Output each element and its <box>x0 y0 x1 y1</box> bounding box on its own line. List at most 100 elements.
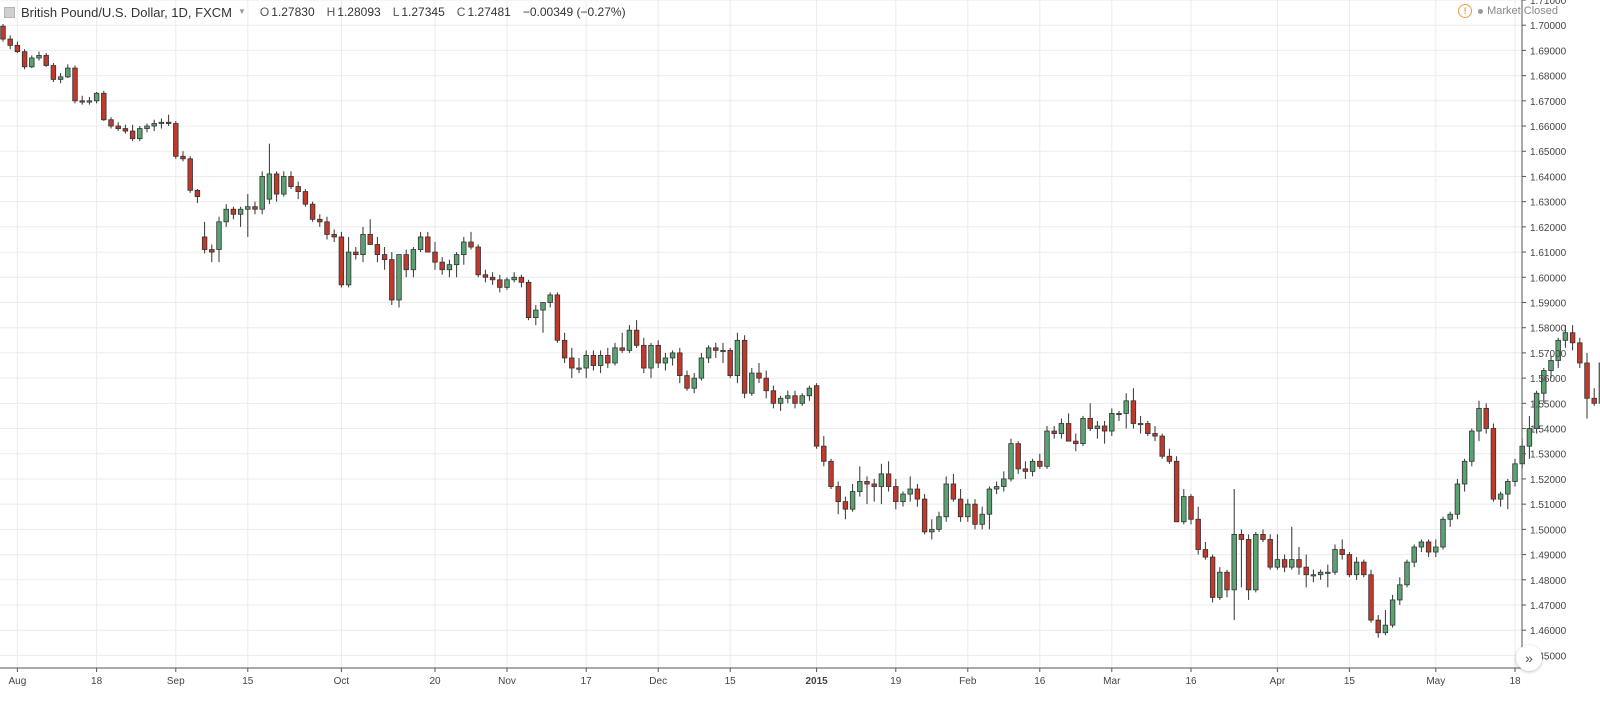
candle-body <box>1541 370 1547 394</box>
candle-body <box>1173 460 1180 523</box>
candle <box>734 332 741 384</box>
candle-body <box>554 294 561 341</box>
candle-body <box>979 513 985 525</box>
candle <box>216 216 222 263</box>
candle <box>1022 461 1029 479</box>
low-value: L 1.27345 <box>392 5 445 19</box>
candle <box>914 483 921 507</box>
series-type-icon[interactable] <box>4 6 15 18</box>
candle <box>1008 438 1014 482</box>
candle <box>1346 552 1353 578</box>
candle <box>950 473 957 502</box>
candle-body <box>720 349 726 352</box>
candle <box>993 481 1000 495</box>
candle-body <box>792 395 798 404</box>
candle <box>878 463 885 505</box>
candle-body <box>432 251 438 263</box>
warning-circle-icon[interactable]: ! <box>1458 4 1473 18</box>
chevron-down-icon[interactable]: ▼ <box>237 6 246 16</box>
candle-body <box>266 173 273 200</box>
candle <box>403 249 409 278</box>
candle-body <box>1569 332 1576 344</box>
candle-body <box>1159 435 1165 457</box>
candle-body <box>1130 400 1137 424</box>
y-tick-label: 1.53000 <box>1530 450 1567 461</box>
candle-body <box>1195 518 1201 550</box>
y-tick-label: 1.47000 <box>1530 601 1567 612</box>
y-tick-label: 1.51000 <box>1530 500 1567 511</box>
candle-body <box>468 241 474 248</box>
candle-body <box>965 503 971 518</box>
symbol-title[interactable]: British Pound/U.S. Dollar, 1D, FXCM <box>21 4 232 20</box>
candle-body <box>360 234 366 255</box>
candle-body <box>101 92 107 121</box>
candle-body <box>1080 418 1086 445</box>
candle <box>691 373 697 394</box>
candle-body <box>201 236 208 250</box>
candle-body <box>626 329 633 351</box>
candle <box>122 124 129 134</box>
candle <box>864 476 870 505</box>
candle-body <box>662 357 669 364</box>
candle-body <box>396 254 402 301</box>
candle <box>230 206 237 220</box>
candle-body <box>1224 571 1230 591</box>
candle <box>468 231 474 250</box>
candle <box>821 436 827 467</box>
candle-body <box>533 309 539 319</box>
candle <box>1591 388 1597 406</box>
candle <box>504 277 510 290</box>
candle <box>612 342 618 366</box>
candle-body <box>475 246 481 276</box>
candle-body <box>381 254 388 261</box>
candle-body <box>295 186 301 192</box>
status-dot-icon <box>1478 8 1484 14</box>
candle-body <box>50 65 57 80</box>
x-tick-label: Dec <box>649 676 667 687</box>
candle-body <box>1245 539 1252 591</box>
candle-body <box>129 130 136 140</box>
candle <box>590 350 597 371</box>
candle <box>597 350 604 374</box>
scroll-to-realtime-button[interactable]: » <box>1516 645 1542 671</box>
candle <box>684 370 690 391</box>
candle-body <box>871 483 877 487</box>
candle <box>57 73 64 84</box>
candle <box>1361 559 1367 578</box>
candle <box>576 357 582 374</box>
candle <box>345 236 352 288</box>
candle-body <box>605 355 611 364</box>
candle <box>381 247 388 270</box>
x-tick-label: 17 <box>581 676 593 687</box>
candle-body <box>785 395 791 399</box>
candle <box>1397 577 1403 605</box>
candle <box>1253 531 1259 593</box>
candle <box>1490 423 1497 502</box>
candle-body <box>1001 478 1007 487</box>
candle-body <box>864 481 870 485</box>
candle-body <box>1555 339 1561 361</box>
candle <box>1116 410 1122 421</box>
candle-body <box>777 397 784 404</box>
change-value: −0.00349 (−0.27%) <box>522 5 626 19</box>
candle <box>1303 554 1309 588</box>
candle-body <box>1065 423 1072 442</box>
candle-body <box>525 281 532 319</box>
candle-body <box>1217 571 1223 598</box>
candle <box>14 41 21 53</box>
candle <box>201 221 208 254</box>
candle <box>79 95 85 105</box>
candle <box>1217 567 1223 600</box>
y-tick-label: 1.66000 <box>1530 122 1567 133</box>
candle <box>1447 511 1453 527</box>
candle-body <box>1058 423 1065 434</box>
candle <box>749 368 755 396</box>
candle-body <box>223 208 229 223</box>
candle-body <box>1296 559 1302 568</box>
candle-body <box>1029 460 1036 472</box>
candle <box>1555 337 1561 369</box>
candle <box>1461 458 1468 492</box>
candle <box>813 383 820 449</box>
